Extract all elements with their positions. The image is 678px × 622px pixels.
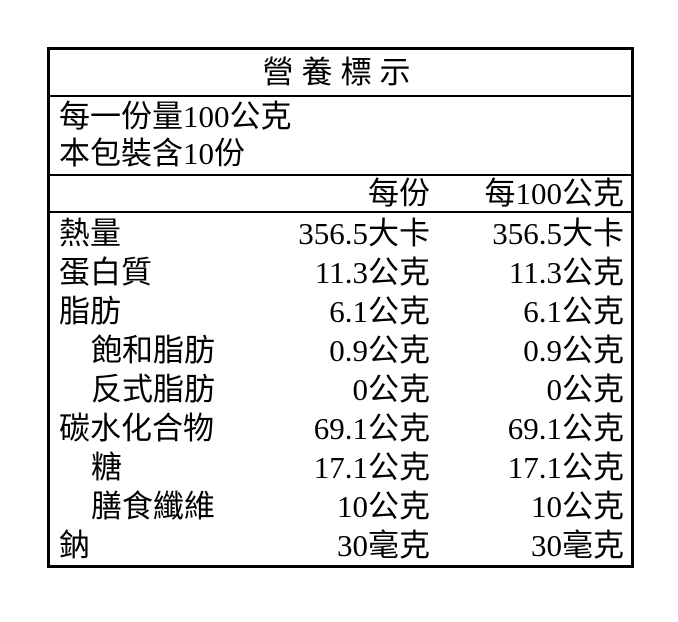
- column-header-row: 每份 每100公克: [50, 176, 631, 213]
- nutrient-per-serving-value: 30毫克: [337, 528, 430, 563]
- nutrient-name: 糖: [91, 450, 122, 485]
- nutrient-row: 脂肪 6.1公克 6.1公克: [50, 293, 631, 332]
- nutrient-per-serving-value: 0.9公克: [329, 333, 430, 368]
- nutrient-row: 反式脂肪 0公克 0公克: [50, 371, 631, 410]
- serving-size-text: 每一份量100公克: [59, 99, 292, 134]
- nutrient-per-100g-value: 0.9公克: [523, 333, 624, 368]
- nutrient-row: 碳水化合物 69.1公克 69.1公克: [50, 410, 631, 449]
- label-title: 營養標示: [50, 50, 631, 97]
- nutrient-per-serving-value: 10公克: [337, 489, 430, 524]
- nutrient-per-serving-value: 6.1公克: [329, 294, 430, 329]
- nutrient-per-serving-value: 69.1公克: [313, 411, 430, 446]
- column-header-spacer: [50, 176, 260, 211]
- nutrient-name: 飽和脂肪: [91, 333, 215, 368]
- nutrient-row: 熱量 356.5大卡 356.5大卡: [50, 215, 631, 254]
- nutrient-per-100g-value: 69.1公克: [507, 411, 624, 446]
- nutrient-per-100g-value: 356.5大卡: [492, 216, 624, 251]
- nutrient-name: 碳水化合物: [59, 411, 214, 446]
- column-header-per-serving: 每份: [368, 176, 430, 211]
- nutrient-per-100g-value: 0公克: [546, 372, 625, 407]
- nutrient-per-100g-value: 17.1公克: [507, 450, 624, 485]
- nutrient-name: 蛋白質: [59, 255, 152, 290]
- nutrient-per-100g-value: 10公克: [531, 489, 624, 524]
- nutrient-rows: 熱量 356.5大卡 356.5大卡蛋白質 11.3公克 11.3公克脂肪 6.1公克 6.…: [50, 213, 631, 566]
- nutrient-row: 飽和脂肪 0.9公克 0.9公克: [50, 332, 631, 371]
- nutrient-row: 膳食纖維 10公克 10公克: [50, 488, 631, 527]
- nutrient-per-serving-value: 0公克: [352, 372, 431, 407]
- nutrient-row: 糖 17.1公克 17.1公克: [50, 449, 631, 488]
- nutrition-label-table: 營養標示 每一份量100公克 本包裝含10份 每份 每100公克 熱量 356.5…: [47, 47, 634, 568]
- nutrient-name: 脂肪: [59, 294, 121, 329]
- nutrient-name: 膳食纖維: [91, 489, 215, 524]
- serving-info-section: 每一份量100公克 本包裝含10份: [50, 97, 631, 176]
- nutrient-per-100g-value: 6.1公克: [523, 294, 624, 329]
- nutrient-row: 鈉 30毫克 30毫克: [50, 527, 631, 566]
- nutrient-name: 反式脂肪: [91, 372, 215, 407]
- nutrient-per-100g-value: 11.3公克: [508, 255, 624, 290]
- nutrient-per-serving-value: 11.3公克: [314, 255, 430, 290]
- nutrient-per-serving-value: 17.1公克: [313, 450, 430, 485]
- nutrient-per-serving-value: 356.5大卡: [298, 216, 430, 251]
- nutrient-name: 鈉: [59, 528, 90, 563]
- nutrient-row: 蛋白質 11.3公克 11.3公克: [50, 254, 631, 293]
- nutrient-per-100g-value: 30毫克: [531, 528, 624, 563]
- servings-per-package-text: 本包裝含10份: [59, 136, 245, 171]
- column-header-per-100g: 每100公克: [484, 176, 625, 211]
- nutrient-name: 熱量: [59, 216, 121, 251]
